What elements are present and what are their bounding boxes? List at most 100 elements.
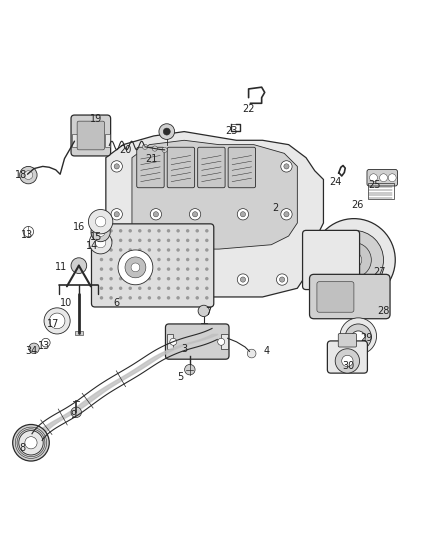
Circle shape	[20, 166, 37, 184]
Circle shape	[138, 287, 141, 290]
Text: 11: 11	[55, 262, 67, 272]
Circle shape	[131, 263, 140, 272]
Circle shape	[192, 212, 198, 217]
Circle shape	[148, 268, 151, 271]
Circle shape	[148, 296, 151, 300]
Circle shape	[157, 268, 161, 271]
Circle shape	[162, 147, 167, 152]
Circle shape	[195, 287, 199, 290]
Text: 22: 22	[242, 104, 255, 114]
Circle shape	[186, 287, 189, 290]
FancyBboxPatch shape	[303, 230, 360, 289]
Circle shape	[177, 239, 180, 242]
Text: 21: 21	[145, 154, 158, 164]
Circle shape	[119, 239, 122, 242]
Circle shape	[157, 277, 161, 280]
Circle shape	[110, 296, 113, 300]
Circle shape	[100, 239, 103, 242]
Circle shape	[110, 229, 113, 232]
Circle shape	[148, 239, 151, 242]
Circle shape	[380, 174, 388, 182]
Circle shape	[128, 248, 132, 252]
Circle shape	[195, 296, 199, 300]
Circle shape	[13, 424, 49, 461]
Text: 7: 7	[205, 307, 211, 317]
Circle shape	[186, 248, 189, 252]
Circle shape	[205, 277, 208, 280]
Circle shape	[195, 277, 199, 280]
Circle shape	[177, 287, 180, 290]
Circle shape	[110, 239, 113, 242]
FancyBboxPatch shape	[166, 324, 229, 359]
Circle shape	[192, 277, 198, 282]
Bar	[74, 331, 83, 335]
Circle shape	[111, 161, 122, 172]
Circle shape	[128, 296, 132, 300]
Circle shape	[111, 208, 122, 220]
Circle shape	[152, 146, 157, 151]
Circle shape	[49, 313, 65, 329]
Circle shape	[346, 252, 362, 268]
Text: 24: 24	[329, 176, 342, 187]
Circle shape	[110, 268, 113, 271]
Circle shape	[119, 268, 122, 271]
Circle shape	[186, 268, 189, 271]
Circle shape	[29, 343, 39, 353]
Circle shape	[138, 239, 141, 242]
Circle shape	[128, 268, 132, 271]
FancyBboxPatch shape	[317, 282, 354, 312]
Text: 9: 9	[70, 410, 76, 421]
Circle shape	[100, 268, 103, 271]
Circle shape	[150, 208, 162, 220]
Circle shape	[186, 229, 189, 232]
FancyBboxPatch shape	[310, 274, 390, 319]
Circle shape	[205, 268, 208, 271]
Text: 29: 29	[360, 333, 372, 343]
Circle shape	[88, 209, 113, 234]
Circle shape	[159, 124, 175, 140]
Circle shape	[177, 258, 180, 261]
Circle shape	[148, 287, 151, 290]
Circle shape	[119, 287, 122, 290]
Circle shape	[167, 258, 170, 261]
Circle shape	[89, 231, 112, 254]
Text: 10: 10	[60, 298, 72, 309]
Circle shape	[24, 171, 33, 180]
Circle shape	[138, 248, 141, 252]
Circle shape	[237, 208, 249, 220]
Circle shape	[205, 229, 208, 232]
Circle shape	[128, 287, 132, 290]
FancyBboxPatch shape	[71, 115, 111, 156]
Circle shape	[177, 229, 180, 232]
Bar	[105, 134, 110, 147]
Circle shape	[19, 431, 43, 455]
Text: 17: 17	[46, 319, 59, 329]
Circle shape	[340, 318, 377, 354]
Circle shape	[110, 287, 113, 290]
Circle shape	[313, 219, 395, 301]
Circle shape	[119, 248, 122, 252]
Circle shape	[157, 229, 161, 232]
Circle shape	[189, 274, 201, 285]
Circle shape	[279, 277, 285, 282]
Circle shape	[138, 258, 141, 261]
FancyBboxPatch shape	[92, 224, 214, 307]
Circle shape	[148, 248, 151, 252]
Circle shape	[44, 308, 70, 334]
Circle shape	[189, 208, 201, 220]
Text: 19: 19	[90, 115, 102, 124]
Circle shape	[195, 229, 199, 232]
Circle shape	[281, 208, 292, 220]
Circle shape	[114, 212, 119, 217]
Circle shape	[71, 407, 81, 417]
Circle shape	[100, 277, 103, 280]
Circle shape	[177, 248, 180, 252]
FancyBboxPatch shape	[77, 121, 105, 150]
Circle shape	[100, 296, 103, 300]
Circle shape	[157, 296, 161, 300]
Circle shape	[167, 287, 170, 290]
Text: 4: 4	[264, 346, 270, 357]
Circle shape	[247, 349, 256, 358]
FancyBboxPatch shape	[327, 341, 367, 373]
FancyBboxPatch shape	[137, 147, 164, 188]
